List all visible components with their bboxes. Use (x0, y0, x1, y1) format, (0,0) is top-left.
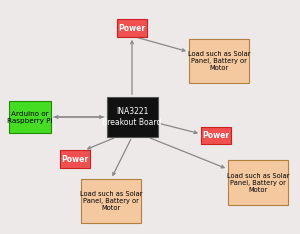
FancyBboxPatch shape (189, 39, 249, 83)
FancyBboxPatch shape (228, 160, 288, 205)
Text: Load such as Solar
Panel, Battery or
Motor: Load such as Solar Panel, Battery or Mot… (188, 51, 250, 71)
Text: Load such as Solar
Panel, Battery or
Motor: Load such as Solar Panel, Battery or Mot… (227, 172, 289, 193)
FancyBboxPatch shape (60, 150, 90, 168)
FancyBboxPatch shape (117, 19, 147, 37)
Text: INA3221
Breakout Board: INA3221 Breakout Board (102, 107, 162, 127)
FancyBboxPatch shape (9, 101, 51, 133)
FancyBboxPatch shape (201, 127, 231, 144)
Text: Power: Power (118, 24, 146, 33)
Text: Arduino or
Raspberry Pi: Arduino or Raspberry Pi (7, 110, 53, 124)
FancyBboxPatch shape (81, 179, 141, 223)
Text: Load such as Solar
Panel, Battery or
Motor: Load such as Solar Panel, Battery or Mot… (80, 191, 142, 211)
Text: Power: Power (202, 131, 230, 140)
FancyBboxPatch shape (106, 97, 158, 137)
Text: Power: Power (61, 155, 88, 164)
